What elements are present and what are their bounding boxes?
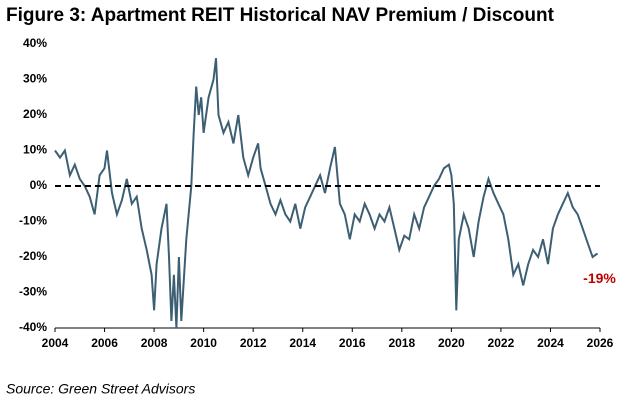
- y-tick-label: 30%: [23, 72, 47, 86]
- x-tick-label: 2008: [141, 336, 168, 350]
- y-tick-label: 10%: [23, 143, 47, 157]
- x-tick-label: 2024: [537, 336, 564, 350]
- x-tick-label: 2016: [339, 336, 366, 350]
- chart-title: Figure 3: Apartment REIT Historical NAV …: [6, 5, 555, 26]
- y-tick-label: 20%: [23, 107, 47, 121]
- y-tick-label: -10%: [19, 214, 47, 228]
- x-tick-label: 2018: [388, 336, 415, 350]
- x-tick-label: 2020: [438, 336, 465, 350]
- x-tick-label: 2014: [289, 336, 316, 350]
- x-tick-label: 2026: [587, 336, 614, 350]
- x-tick-label: 2004: [42, 336, 69, 350]
- x-tick-label: 2006: [91, 336, 118, 350]
- x-tick-label: 2010: [190, 336, 217, 350]
- annotation: -19%: [583, 270, 616, 286]
- source: Source: Green Street Advisors: [6, 381, 195, 397]
- line: [54, 58, 599, 329]
- y-tick-label: 40%: [23, 36, 47, 50]
- y-tick-label: -30%: [19, 285, 47, 299]
- y-tick-label: -20%: [19, 249, 47, 263]
- x-tick-label: 2012: [240, 336, 267, 350]
- x-tick-label: 2022: [488, 336, 515, 350]
- y-tick-label: -40%: [19, 320, 47, 334]
- y-tick-label: 0%: [30, 178, 48, 192]
